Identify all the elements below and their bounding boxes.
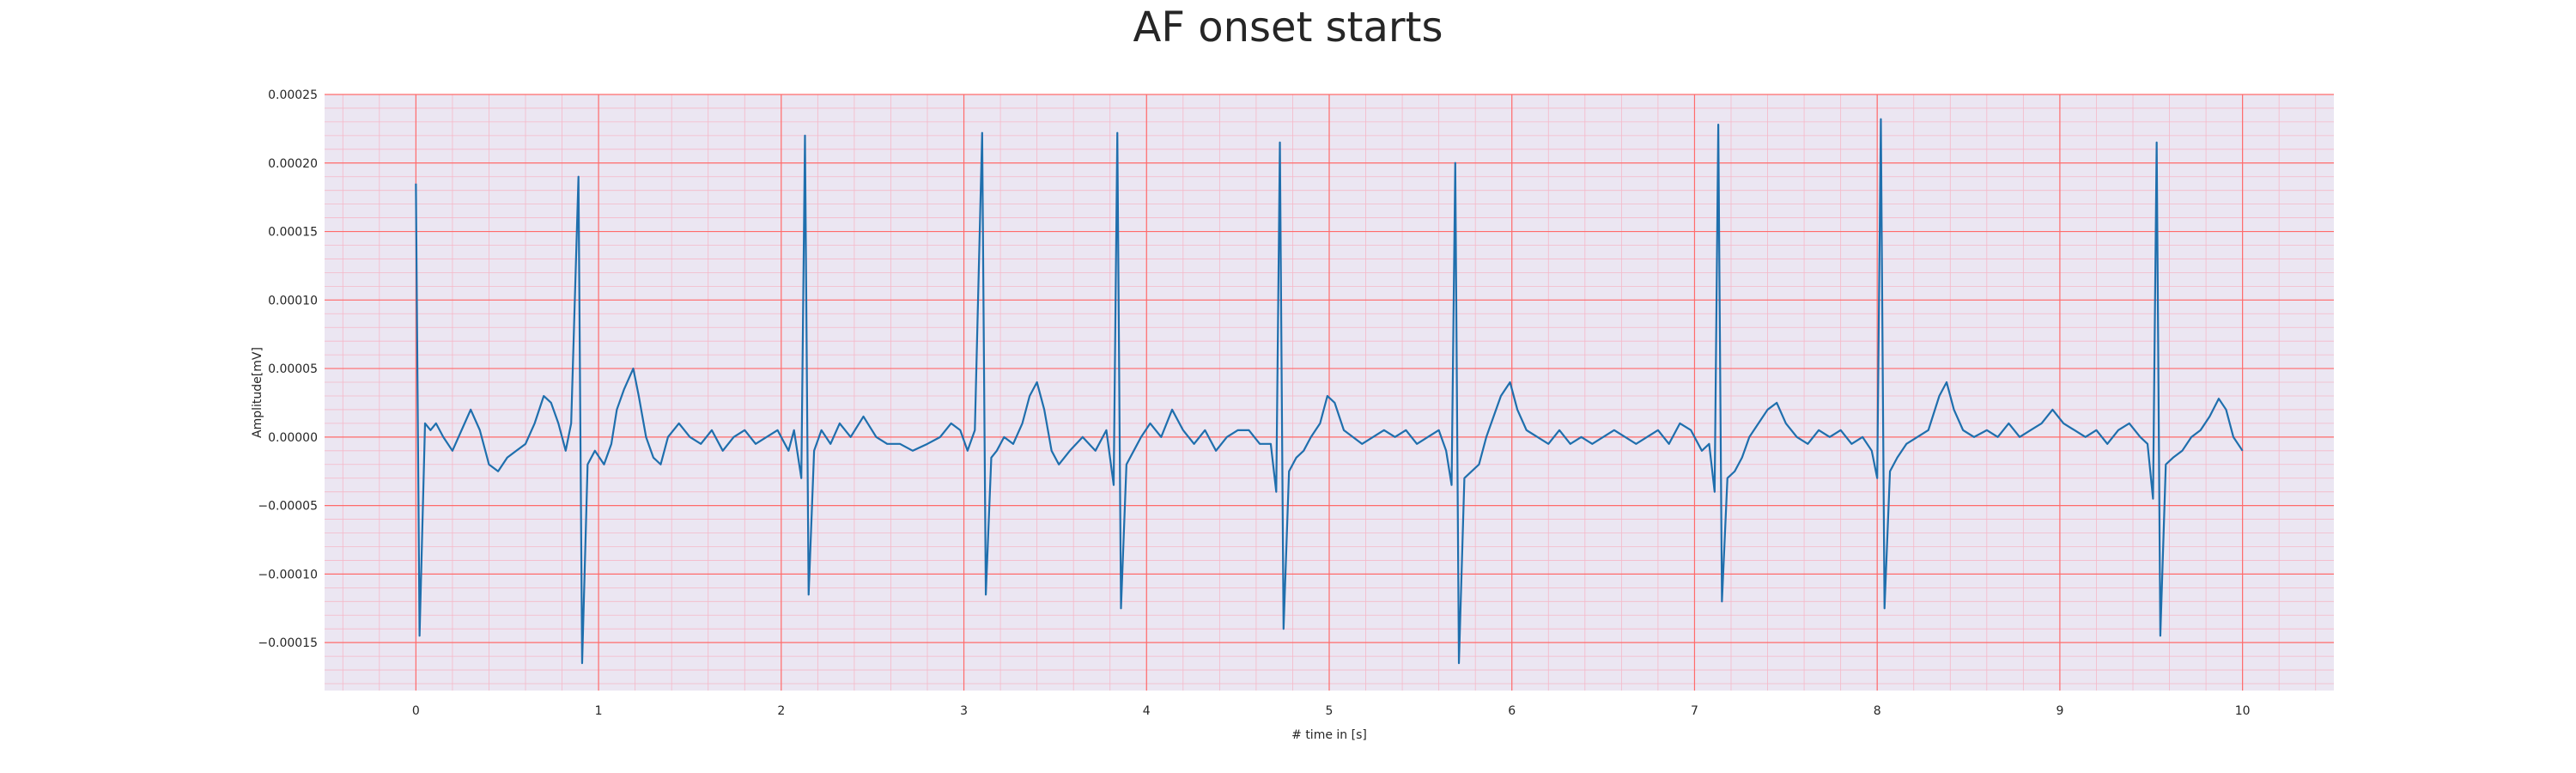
x-tick-label: 4 (1143, 704, 1151, 718)
x-tick-label: 6 (1508, 704, 1516, 718)
y-tick-label: 0.00010 (268, 294, 318, 307)
y-tick-label: 0.00000 (268, 431, 318, 445)
ecg-series-line (415, 118, 2244, 665)
y-tick-label: 0.00020 (268, 157, 318, 171)
y-tick-label: 0.00015 (268, 226, 318, 240)
x-tick-label: 0 (412, 704, 420, 718)
y-tick-label: 0.00025 (268, 88, 318, 102)
major-grid (325, 94, 2334, 691)
x-tick-label: 10 (2235, 704, 2251, 718)
chart-title: AF onset starts (1133, 3, 1443, 52)
series-layer (415, 118, 2244, 665)
x-axis-label: # time in [s] (1291, 728, 1367, 742)
y-tick-label: −0.00015 (258, 636, 318, 650)
y-tick-label: −0.00005 (258, 500, 318, 514)
x-tick-label: 2 (777, 704, 785, 718)
x-axis-ticks: 0 1 2 3 4 5 6 7 8 9 10 (412, 704, 2251, 718)
y-tick-label: −0.00010 (258, 568, 318, 581)
x-tick-label: 8 (1874, 704, 1881, 718)
y-axis-ticks: −0.00015 −0.00010 −0.00005 0.00000 0.00005 0.… (258, 88, 318, 650)
y-axis-label: Amplitude[mV] (251, 347, 264, 438)
x-tick-label: 5 (1326, 704, 1334, 718)
x-tick-label: 3 (960, 704, 968, 718)
y-tick-label: 0.00005 (268, 362, 318, 376)
x-tick-label: 9 (2056, 704, 2063, 718)
x-tick-label: 1 (595, 704, 603, 718)
x-tick-label: 7 (1691, 704, 1698, 718)
